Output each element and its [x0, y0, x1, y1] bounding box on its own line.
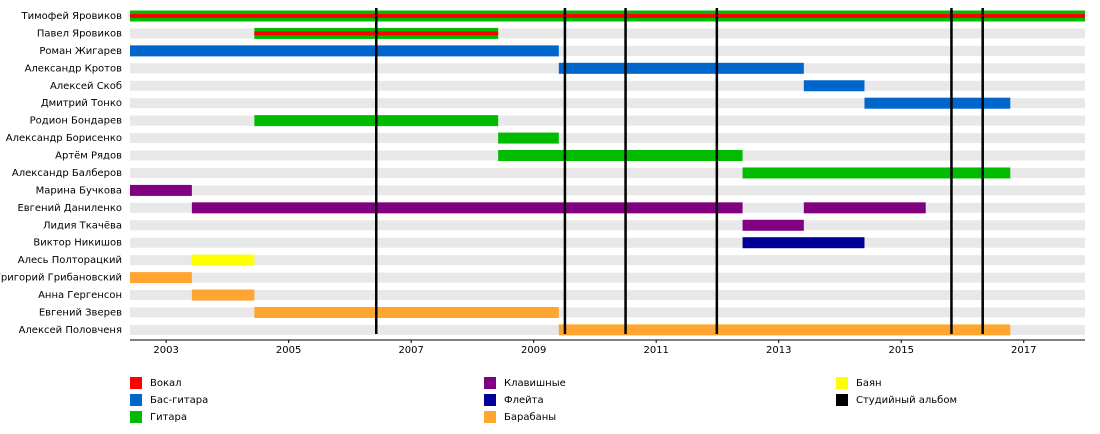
bar: [803, 202, 926, 214]
row-stripe: [130, 45, 1085, 56]
bar: [130, 184, 192, 196]
x-tick-label: 2009: [521, 345, 546, 356]
legend-swatch: [130, 377, 142, 389]
bar: [191, 254, 255, 266]
row-stripe: [130, 115, 1085, 126]
row-stripe: [130, 272, 1085, 283]
row-label: Евгений Даниленко: [17, 203, 122, 214]
row-stripe: [130, 290, 1085, 301]
row-label: Дмитрий Тонко: [41, 98, 122, 109]
x-tick-label: 2011: [643, 345, 668, 356]
bar: [742, 237, 865, 249]
legend-label: Гитара: [150, 412, 187, 423]
bar: [742, 219, 804, 231]
bar: [130, 14, 1085, 18]
row-label: Евгений Зверев: [39, 307, 122, 318]
bar: [130, 45, 559, 57]
row-label: Павел Яровиков: [37, 28, 122, 39]
x-tick-label: 2015: [889, 345, 914, 356]
row-label: Виктор Никишов: [33, 238, 122, 249]
legend-swatch: [484, 411, 496, 423]
x-tick-label: 2005: [276, 345, 301, 356]
legend-label: Баян: [856, 378, 882, 389]
row-stripe: [130, 220, 1085, 231]
row-label: Роман Жигарев: [39, 46, 122, 57]
row-label: Анна Гергенсон: [38, 290, 122, 301]
row-stripe: [130, 133, 1085, 144]
bar: [558, 62, 804, 74]
legend-label: Студийный альбом: [856, 395, 957, 406]
bar: [130, 272, 192, 284]
bar: [803, 80, 865, 92]
row-stripe: [130, 307, 1085, 318]
bar: [742, 167, 1011, 179]
legend-label: Флейта: [504, 395, 544, 406]
row-stripe: [130, 80, 1085, 91]
legend-label: Клавишные: [504, 378, 566, 389]
legend-swatch: [836, 377, 848, 389]
row-label: Григорий Грибановский: [0, 273, 122, 284]
x-tick-label: 2003: [153, 345, 178, 356]
legend-label: Бас-гитара: [150, 395, 208, 406]
bar: [254, 306, 559, 318]
row-stripe: [130, 28, 1085, 39]
row-label: Родион Бондарев: [30, 116, 122, 127]
bar: [864, 97, 1011, 109]
row-label: Артём Рядов: [55, 151, 122, 162]
bar: [191, 289, 255, 301]
row-label: Алексей Скоб: [50, 81, 122, 92]
x-tick-label: 2007: [398, 345, 423, 356]
legend-label: Барабаны: [504, 412, 556, 423]
bar: [498, 150, 743, 162]
row-stripe: [130, 237, 1085, 248]
row-label: Тимофей Яровиков: [20, 11, 122, 22]
row-label: Алексей Половченя: [19, 325, 122, 336]
row-label: Александр Борисенко: [6, 133, 122, 144]
row-stripe: [130, 167, 1085, 178]
bar: [191, 202, 743, 214]
legend-swatch: [484, 377, 496, 389]
row-label: Александр Кротов: [25, 63, 123, 74]
legend-swatch: [836, 394, 848, 406]
row-stripe: [130, 98, 1085, 109]
legend-swatch: [484, 394, 496, 406]
bar: [498, 132, 559, 144]
legend-label: Вокал: [150, 378, 182, 389]
row-label: Марина Бучкова: [36, 185, 122, 196]
legend-swatch: [130, 394, 142, 406]
x-tick-label: 2017: [1011, 345, 1036, 356]
row-label: Александр Балберов: [12, 168, 122, 179]
legend-swatch: [130, 411, 142, 423]
row-stripe: [130, 255, 1085, 266]
row-stripe: [130, 185, 1085, 196]
row-label: Алесь Полторацкий: [18, 255, 122, 266]
row-label: Лидия Ткачёва: [43, 220, 122, 231]
bar: [558, 324, 1011, 336]
x-tick-label: 2013: [766, 345, 791, 356]
